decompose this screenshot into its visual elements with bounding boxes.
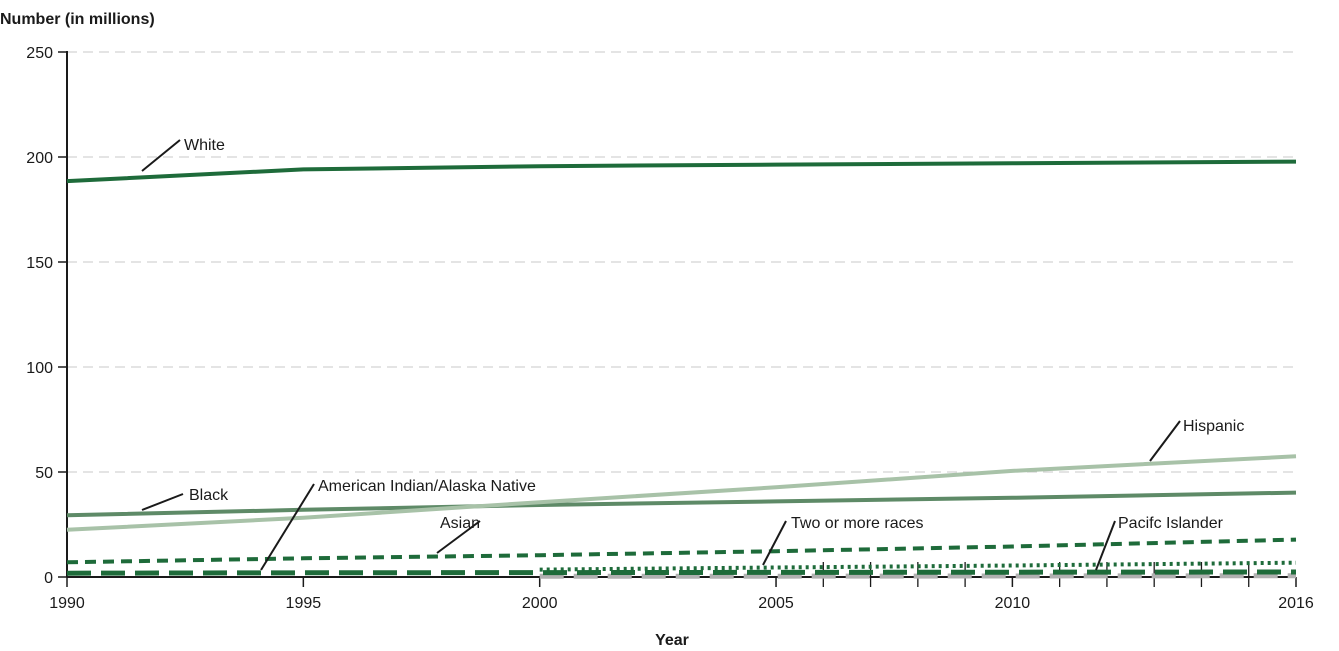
series-label-pacifc-islander: Pacifc Islander xyxy=(1118,515,1224,532)
series-line-black xyxy=(66,490,1297,518)
series-label-american-indian-alaska-native: American Indian/Alaska Native xyxy=(318,478,536,495)
series-label-hispanic: Hispanic xyxy=(1183,418,1244,435)
series-line-asian xyxy=(66,537,1297,565)
series-label-white: White xyxy=(184,137,225,154)
series-line-hispanic xyxy=(66,454,1297,532)
x-axis-title: Year xyxy=(655,632,689,649)
series-line-pacifc-islander xyxy=(539,573,1297,579)
x-tick-label-3: 2005 xyxy=(758,595,794,612)
leader-line-hispanic xyxy=(1149,420,1181,462)
series-label-asian: Asian xyxy=(440,515,480,532)
y-tick-label-1: 50 xyxy=(35,465,53,482)
y-tick-label-2: 100 xyxy=(26,360,53,377)
x-tick-label-2: 2000 xyxy=(522,595,558,612)
x-tick-label-4: 2010 xyxy=(995,595,1031,612)
leader-line-pacifc-islander xyxy=(1095,520,1116,571)
leader-line-two-or-more-races xyxy=(762,520,787,566)
leader-line-american-indian-alaska-native xyxy=(260,483,315,571)
leader-line-black xyxy=(141,493,184,511)
series-lines xyxy=(66,159,1297,579)
leader-line-white xyxy=(141,139,181,172)
series-line-american-indian-alaska-native xyxy=(66,569,1297,576)
x-tick-label-0: 1990 xyxy=(49,595,85,612)
y-axis-title: Number (in millions) xyxy=(0,11,155,28)
leader-line-asian xyxy=(436,520,481,554)
x-tick-label-5: 2016 xyxy=(1278,595,1314,612)
gridlines xyxy=(67,51,1296,473)
series-labels: White Hispanic Black Asian Two or more races… xyxy=(141,137,1244,571)
series-label-two-or-more-races: Two or more races xyxy=(791,515,923,532)
axes: 0 50 100 150 200 250 1990 1995 2000 2005 2010 2016 xyxy=(26,45,1314,612)
y-tick-label-5: 250 xyxy=(26,45,53,62)
y-tick-label-0: 0 xyxy=(44,570,53,587)
x-tick-label-1: 1995 xyxy=(286,595,322,612)
series-line-white xyxy=(66,159,1297,184)
y-tick-label-3: 150 xyxy=(26,255,53,272)
y-tick-label-4: 200 xyxy=(26,150,53,167)
series-label-black: Black xyxy=(189,487,229,504)
